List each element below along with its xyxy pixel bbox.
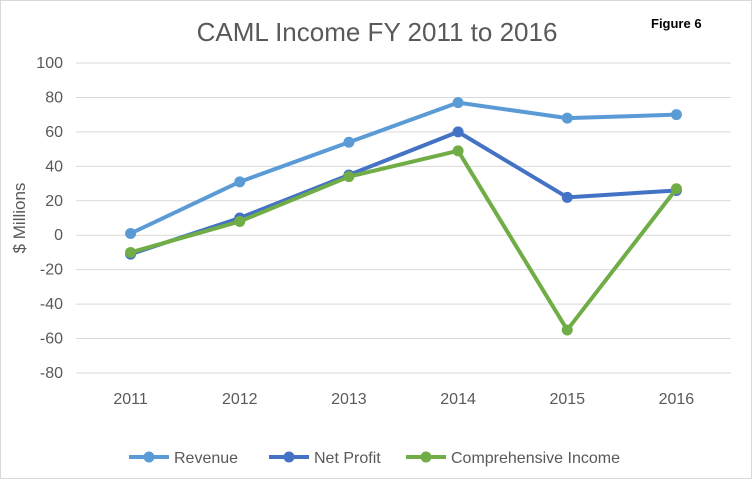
legend-label: Net Profit bbox=[314, 450, 381, 467]
series-comprehensive-income bbox=[125, 145, 682, 336]
x-tick-label: 2013 bbox=[331, 391, 367, 408]
y-tick-label: -40 bbox=[40, 296, 63, 313]
net-profit-line bbox=[128, 129, 679, 257]
y-tick-label: 20 bbox=[45, 193, 63, 210]
comprehensive-income-point bbox=[670, 183, 682, 195]
y-tick-label: 40 bbox=[45, 158, 63, 175]
legend-swatch-marker bbox=[420, 451, 432, 463]
x-tick-label: 2012 bbox=[222, 391, 258, 408]
series-layer bbox=[125, 97, 682, 336]
legend: Revenue Net Profit Comprehensive Income bbox=[129, 450, 620, 467]
legend-item-revenue: Revenue bbox=[129, 450, 238, 467]
comprehensive-income-point bbox=[452, 145, 464, 157]
revenue-point bbox=[125, 228, 137, 239]
series-revenue bbox=[125, 97, 682, 239]
legend-swatch-marker bbox=[283, 451, 295, 463]
y-axis-ticks: 100 80 60 40 20 0 -20 -40 -60 -80 bbox=[36, 55, 63, 382]
legend-swatch-marker bbox=[143, 451, 155, 463]
series-net-profit bbox=[125, 126, 682, 260]
revenue-line bbox=[128, 100, 679, 236]
x-tick-label: 2015 bbox=[549, 391, 585, 408]
net-profit-point bbox=[452, 126, 464, 138]
y-tick-label: -20 bbox=[40, 262, 63, 279]
comprehensive-income-point bbox=[125, 246, 137, 258]
comprehensive-income-point bbox=[343, 171, 355, 183]
comprehensive-income-line bbox=[128, 148, 679, 332]
legend-item-comprehensive-income: Comprehensive Income bbox=[406, 450, 620, 467]
gridlines bbox=[76, 62, 731, 374]
comprehensive-income-point bbox=[234, 215, 246, 227]
x-tick-label: 2016 bbox=[659, 391, 695, 408]
legend-label: Comprehensive Income bbox=[451, 450, 620, 467]
chart-title: CAML Income FY 2011 to 2016 bbox=[197, 17, 558, 47]
x-tick-label: 2014 bbox=[440, 391, 476, 408]
legend-item-net-profit: Net Profit bbox=[269, 450, 381, 467]
y-tick-label: 60 bbox=[45, 124, 63, 141]
x-tick-label: 2011 bbox=[113, 391, 148, 408]
figure-label: Figure 6 bbox=[651, 16, 702, 31]
y-tick-label: 100 bbox=[36, 55, 63, 72]
y-tick-label: 80 bbox=[45, 89, 63, 106]
revenue-point bbox=[670, 109, 682, 121]
revenue-point bbox=[561, 112, 573, 124]
revenue-point bbox=[343, 136, 355, 148]
revenue-point bbox=[234, 176, 246, 188]
y-tick-label: 0 bbox=[54, 227, 63, 244]
net-profit-point bbox=[561, 191, 573, 203]
comprehensive-income-point bbox=[561, 324, 573, 336]
x-axis-ticks: 2011 2012 2013 2014 2015 2016 bbox=[113, 391, 694, 408]
y-tick-label: -60 bbox=[40, 331, 63, 348]
y-axis-label: $ Millions bbox=[10, 183, 29, 254]
y-tick-label: -80 bbox=[40, 365, 63, 382]
revenue-point bbox=[452, 97, 464, 109]
legend-label: Revenue bbox=[174, 450, 238, 467]
